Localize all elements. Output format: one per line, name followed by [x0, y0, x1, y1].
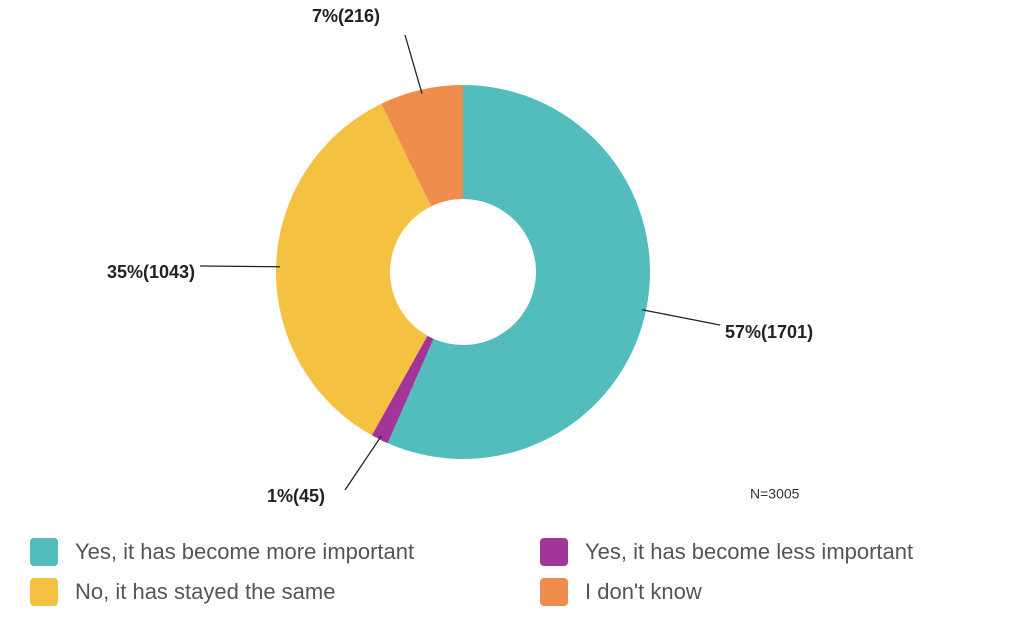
legend-swatch — [540, 538, 568, 566]
donut-slice — [371, 335, 434, 444]
donut-slice — [387, 85, 650, 460]
donut-slice — [276, 103, 432, 436]
legend-swatch — [30, 538, 58, 566]
legend-swatch — [30, 578, 58, 606]
legend-label: No, it has stayed the same — [75, 579, 335, 604]
value-label: 35%(1043) — [107, 262, 195, 282]
value-label: 7%(216) — [312, 6, 380, 26]
legend-label: I don't know — [585, 579, 702, 604]
leader-line — [199, 265, 281, 268]
value-label: 1%(45) — [267, 486, 325, 506]
legend-label: Yes, it has become more important — [75, 539, 414, 564]
legend-label: Yes, it has become less important — [585, 539, 913, 564]
leader-line — [641, 309, 721, 326]
legend-swatch — [540, 578, 568, 606]
leader-line — [344, 435, 382, 491]
donut-slice — [381, 85, 463, 207]
value-label: 57%(1701) — [725, 322, 813, 342]
leader-line — [404, 34, 423, 94]
annotation: N=3005 — [750, 486, 800, 502]
